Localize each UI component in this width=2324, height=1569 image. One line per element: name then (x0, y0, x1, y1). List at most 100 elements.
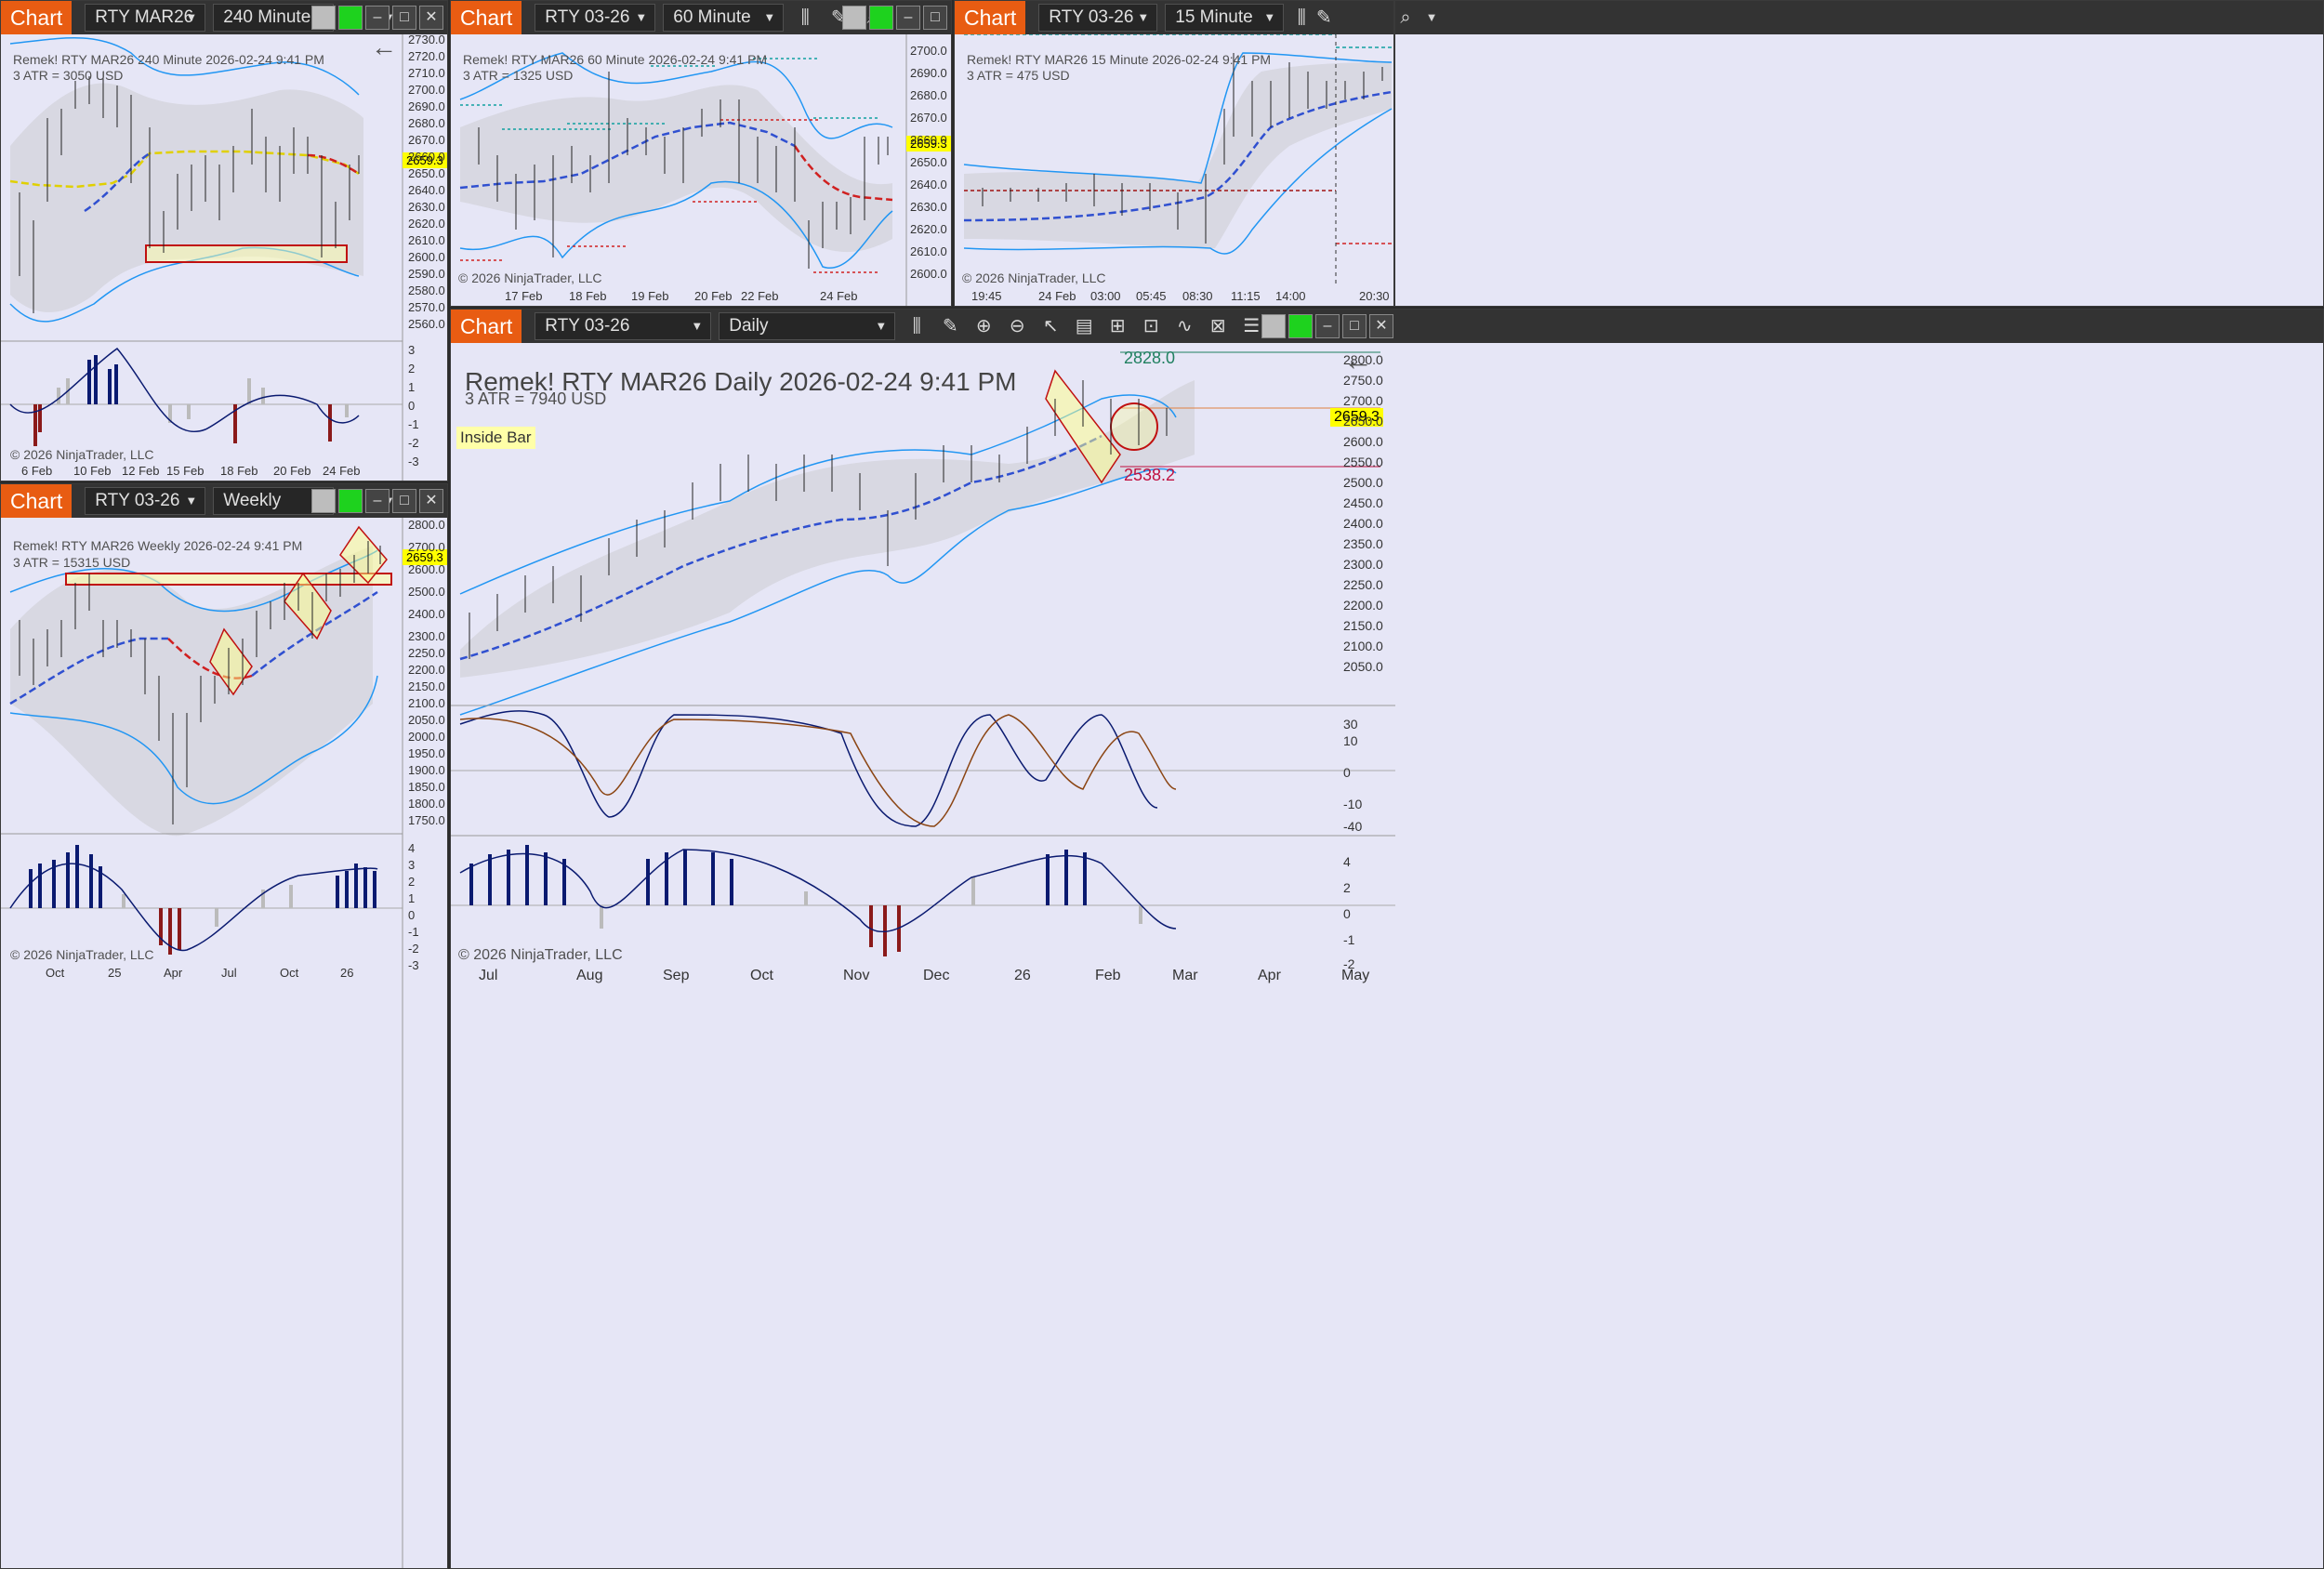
bar-type-icon[interactable]: ⫼ (912, 316, 921, 336)
maximize-button[interactable]: □ (1342, 314, 1367, 338)
maximize-button[interactable]: □ (392, 6, 416, 30)
instrument-selector[interactable]: RTY 03-26 ▼ (1038, 4, 1158, 32)
minimize-button[interactable]: – (1315, 314, 1340, 338)
sync-button[interactable] (1288, 314, 1313, 338)
interval-selector[interactable]: 15 Minute ▼ (1165, 4, 1285, 32)
y-tick: 2250.0 (1343, 577, 1383, 592)
y-tick: 2700.0 (910, 44, 947, 58)
chart-menu-button[interactable]: Chart (1, 484, 73, 518)
histogram-bars (29, 845, 376, 955)
instrument-selector[interactable]: RTY 03-26 ▼ (85, 487, 206, 515)
instrument-value: RTY 03-26 (1049, 7, 1134, 27)
sync-button[interactable] (338, 489, 363, 513)
close-button[interactable]: ✕ (419, 489, 443, 513)
chart-plot-area[interactable] (1, 518, 447, 1568)
link-button[interactable] (1261, 314, 1286, 338)
maximize-button[interactable]: □ (923, 6, 947, 30)
drawing-tool-icon[interactable]: ✎ (1315, 7, 1332, 28)
instrument-selector[interactable]: RTY MAR26 ▼ (85, 4, 206, 32)
envelope-band (964, 62, 1392, 248)
chart-menu-button[interactable]: Chart (451, 310, 522, 343)
close-button[interactable]: ✕ (419, 6, 443, 30)
pointer-icon[interactable]: ↖ (1042, 316, 1059, 336)
y-tick: 2200.0 (1343, 598, 1383, 613)
x-tick: 19:45 (971, 289, 1002, 303)
sync-button[interactable] (338, 6, 363, 30)
zoom-in-icon[interactable]: ⊕ (975, 316, 992, 336)
atr-label: 3 ATR = 3050 USD (13, 68, 124, 83)
chevron-down-icon[interactable]: ▼ (1425, 10, 1438, 24)
x-tick: Jul (221, 966, 237, 980)
chart-plot-area[interactable] (451, 34, 951, 306)
osc2-tick: -2 (1343, 956, 1355, 971)
x-tick: 19 Feb (631, 289, 669, 303)
zoom-out-icon[interactable]: ⊖ (1009, 316, 1025, 336)
chart-plot-area[interactable] (955, 34, 1393, 306)
y-tick: 2670.0 (408, 133, 445, 147)
drawing-tool-icon[interactable]: ✎ (942, 316, 958, 336)
instrument-selector[interactable]: RTY 03-26 ▼ (535, 4, 656, 32)
x-tick: Oct (46, 966, 65, 980)
chart-menu-button[interactable]: Chart (955, 1, 1026, 34)
strategies-icon[interactable]: ⊠ (1209, 316, 1226, 336)
interval-selector[interactable]: 60 Minute ▼ (663, 4, 785, 32)
minimize-button[interactable]: – (365, 489, 390, 513)
osc-tick: -1 (408, 417, 419, 431)
osc1-tick: 0 (1343, 765, 1351, 780)
close-button[interactable]: ✕ (1369, 314, 1393, 338)
chart-window-15min: Chart RTY 03-26 ▼ 15 Minute ▼ ⫼ ✎ Remek! R… (954, 0, 1394, 307)
link-button[interactable] (842, 6, 866, 30)
lower-band-line (9, 675, 378, 805)
y-tick: 2640.0 (408, 183, 445, 197)
chart-menu-button[interactable]: Chart (451, 1, 522, 34)
oscillator-slow (459, 714, 1177, 827)
bar-type-icon[interactable]: ⫼ (800, 7, 810, 28)
pattern-highlight (284, 572, 332, 640)
maximize-button[interactable]: □ (392, 489, 416, 513)
y-tick: 2610.0 (910, 244, 947, 258)
screenshot-icon[interactable]: ⊡ (1142, 316, 1159, 336)
x-tick: 15 Feb (166, 464, 205, 478)
chevron-down-icon: ▼ (185, 10, 198, 24)
osc-tick: 3 (408, 858, 416, 872)
properties-icon[interactable]: ☰ (1243, 316, 1261, 336)
indicators-icon[interactable]: ∿ (1176, 316, 1193, 336)
copyright: © 2026 NinjaTrader, LLC (10, 947, 154, 962)
y-tick: 2720.0 (408, 49, 445, 63)
instrument-selector[interactable]: RTY 03-26 ▼ (535, 312, 712, 340)
sync-button[interactable] (869, 6, 893, 30)
chart-trader-icon[interactable]: ⊞ (1109, 316, 1126, 336)
instrument-value: RTY MAR26 (95, 7, 194, 27)
instrument-value: RTY 03-26 (545, 316, 630, 336)
x-axis: 17 Feb 18 Feb 19 Feb 20 Feb 22 Feb 24 Fe… (451, 289, 906, 306)
y-tick: 2150.0 (408, 679, 445, 693)
back-arrow-icon[interactable]: ← (371, 33, 397, 61)
bar-type-icon[interactable]: ⫼ (1297, 7, 1306, 28)
x-tick: Apr (164, 966, 183, 980)
osc2-tick: -1 (1343, 932, 1355, 947)
current-price-tag: 2659.3 (1330, 408, 1383, 427)
x-axis: Oct 25 Apr Jul Oct 26 (1, 966, 403, 984)
chart-menu-button[interactable]: Chart (1, 1, 73, 34)
y-tick: 2300.0 (1343, 557, 1383, 572)
chart-plot-area[interactable] (451, 343, 2323, 1568)
chart-plot-area[interactable] (1, 34, 447, 481)
back-arrow-icon[interactable]: ← (1343, 343, 1373, 376)
data-box-icon[interactable]: ▤ (1075, 316, 1093, 336)
upper-band-line (9, 37, 360, 96)
link-button[interactable] (311, 489, 336, 513)
link-button[interactable] (311, 6, 336, 30)
x-tick: 12 Feb (122, 464, 160, 478)
interval-value: Daily (729, 316, 769, 336)
y-tick: 2750.0 (1343, 373, 1383, 388)
x-tick: 17 Feb (505, 289, 543, 303)
osc-tick: 3 (408, 343, 416, 357)
interval-selector[interactable]: Daily ▼ (719, 312, 896, 340)
x-tick: Aug (576, 968, 603, 983)
osc-tick: -3 (408, 455, 419, 468)
chart-svg (1, 518, 403, 1568)
zoom-icon[interactable]: ⌕ (1400, 7, 1411, 28)
minimize-button[interactable]: – (365, 6, 390, 30)
minimize-button[interactable]: – (896, 6, 920, 30)
y-tick: 2690.0 (910, 66, 947, 80)
